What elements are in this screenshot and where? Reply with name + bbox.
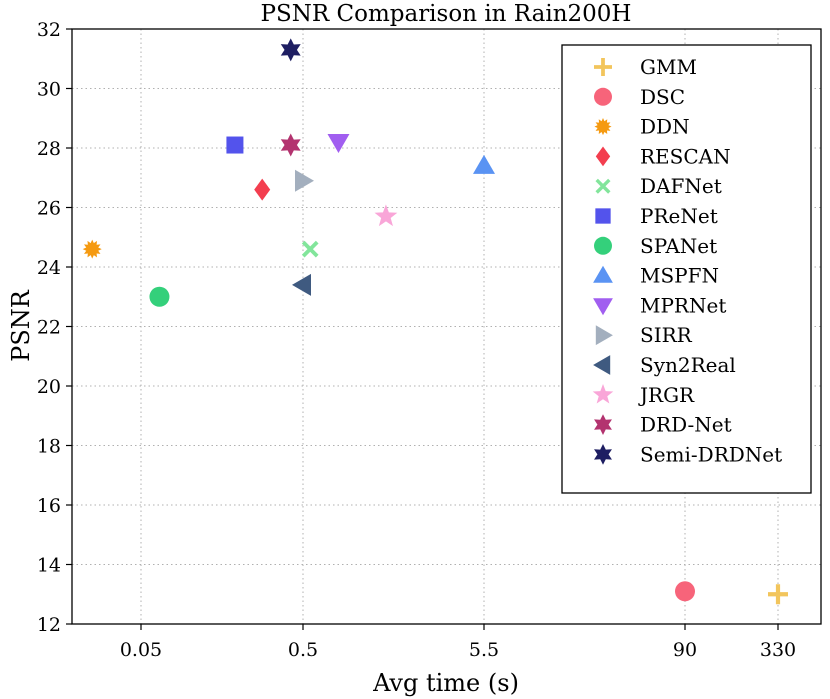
point-dsc	[675, 581, 695, 602]
point-drd-net	[280, 133, 301, 157]
legend-marker-dafnet	[595, 178, 611, 194]
legend-marker-mspfn	[593, 265, 613, 283]
point-syn2real	[292, 273, 311, 296]
point-mprnet	[327, 134, 350, 154]
data-points	[82, 38, 788, 605]
legend-label-rescan: RESCAN	[640, 144, 731, 168]
legend-label-dsc: DSC	[640, 85, 685, 109]
legend: GMM DSC DDN RESCAN DAFNet PReNet SPANet MSPFN MP…	[561, 44, 812, 494]
legend-marker-rescan	[595, 146, 611, 167]
y-tick-label: 18	[37, 436, 61, 458]
y-tick-label: 22	[37, 317, 61, 339]
legend-label-ddn: DDN	[640, 115, 690, 139]
legend-marker-semi-drdnet	[594, 444, 612, 465]
point-dafnet	[301, 240, 319, 258]
legend-label-spanet: SPANet	[640, 234, 717, 258]
legend-marker-sirr	[595, 325, 613, 346]
legend-marker-drd-net	[594, 414, 612, 435]
y-tick-label: 20	[37, 376, 61, 398]
legend-marker-gmm	[594, 58, 612, 76]
x-tick-label: 90	[673, 639, 697, 661]
legend-marker-prenet	[595, 208, 611, 224]
legend-marker-mprnet	[593, 298, 613, 316]
legend-label-drd-net: DRD-Net	[640, 413, 732, 437]
y-tick-label: 32	[37, 19, 61, 41]
point-rescan	[254, 178, 271, 201]
legend-marker-jrgr	[592, 384, 614, 404]
y-axis-label: PSNR	[7, 289, 35, 362]
y-tick-label: 30	[37, 79, 61, 101]
legend-label-semi-drdnet: Semi-DRDNet	[640, 442, 782, 466]
point-jrgr	[374, 204, 398, 227]
y-tick-label: 24	[37, 257, 61, 279]
legend-label-prenet: PReNet	[640, 204, 718, 228]
y-tick-label: 28	[37, 138, 61, 160]
y-axis-ticks: 12 14 16 18 20 22 24 26 28 30 32	[37, 19, 72, 636]
point-gmm	[768, 584, 788, 605]
point-sirr	[295, 169, 314, 192]
x-tick-label: 0.05	[120, 639, 162, 661]
legend-marker-ddn	[594, 118, 612, 136]
legend-marker-spanet	[594, 236, 612, 255]
legend-label-dafnet: DAFNet	[640, 174, 722, 198]
y-tick-label: 26	[37, 198, 61, 220]
legend-label-mspfn: MSPFN	[640, 264, 719, 288]
x-axis-label: Avg time (s)	[372, 669, 519, 697]
legend-marker-dsc	[594, 87, 612, 106]
point-prenet	[226, 136, 244, 154]
point-spanet	[149, 286, 170, 307]
chart-title: PSNR Comparison in Rain200H	[261, 1, 632, 27]
x-tick-label: 5.5	[469, 639, 499, 661]
x-tick-label: 330	[760, 639, 796, 661]
y-tick-label: 16	[37, 495, 61, 517]
point-ddn	[82, 239, 102, 259]
legend-label-gmm: GMM	[640, 55, 697, 79]
x-tick-label: 0.5	[288, 639, 318, 661]
y-tick-label: 14	[37, 555, 61, 577]
point-semi-drdnet	[280, 38, 301, 62]
legend-label-mprnet: MPRNet	[640, 293, 726, 317]
y-tick-label: 12	[37, 614, 61, 636]
legend-marker-syn2real	[593, 355, 611, 375]
legend-label-syn2real: Syn2Real	[640, 353, 736, 377]
x-axis-ticks: 0.05 0.5 5.5 90 330	[120, 624, 796, 661]
legend-label-sirr: SIRR	[640, 323, 693, 347]
legend-label-jrgr: JRGR	[638, 383, 695, 407]
point-mspfn	[473, 154, 495, 174]
